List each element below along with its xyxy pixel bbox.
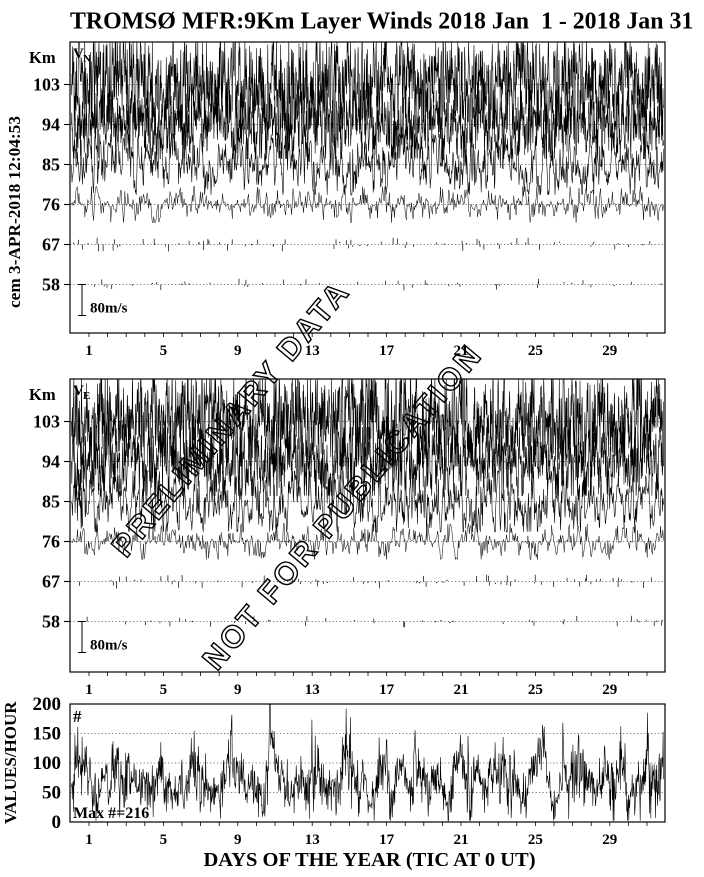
svg-text:Max #=216: Max #=216 bbox=[73, 805, 149, 822]
svg-text:94: 94 bbox=[42, 115, 60, 135]
svg-text:29: 29 bbox=[602, 343, 617, 359]
svg-text:21: 21 bbox=[454, 832, 469, 848]
svg-text:103: 103 bbox=[33, 75, 60, 95]
svg-text:85: 85 bbox=[42, 155, 60, 175]
svg-text:DAYS OF THE YEAR (TIC AT 0 UT): DAYS OF THE YEAR (TIC AT 0 UT) bbox=[203, 849, 535, 871]
svg-text:TROMSØ MFR:9Km Layer Winds 201: TROMSØ MFR:9Km Layer Winds 2018 Jan 1 - … bbox=[70, 9, 693, 35]
svg-text:25: 25 bbox=[528, 832, 543, 848]
svg-text:76: 76 bbox=[42, 532, 60, 552]
svg-text:80m/s: 80m/s bbox=[90, 301, 128, 317]
svg-text:58: 58 bbox=[42, 612, 60, 632]
svg-text:9: 9 bbox=[234, 343, 242, 359]
svg-text:25: 25 bbox=[528, 682, 543, 698]
svg-text:200: 200 bbox=[33, 694, 62, 715]
svg-text:5: 5 bbox=[160, 343, 168, 359]
svg-text:0: 0 bbox=[52, 812, 62, 833]
svg-text:29: 29 bbox=[602, 682, 617, 698]
svg-text:#: # bbox=[73, 707, 82, 726]
svg-text:1: 1 bbox=[85, 682, 93, 698]
svg-text:1: 1 bbox=[85, 343, 93, 359]
svg-text:9: 9 bbox=[234, 832, 242, 848]
svg-text:76: 76 bbox=[42, 195, 60, 215]
svg-text:67: 67 bbox=[42, 235, 60, 255]
svg-text:9: 9 bbox=[234, 682, 242, 698]
svg-text:100: 100 bbox=[33, 753, 62, 774]
svg-text:67: 67 bbox=[42, 572, 60, 592]
svg-text:5: 5 bbox=[160, 682, 168, 698]
svg-text:29: 29 bbox=[602, 832, 617, 848]
svg-text:cem 3-APR-2018 12:04:53: cem 3-APR-2018 12:04:53 bbox=[5, 116, 24, 308]
svg-text:58: 58 bbox=[42, 275, 60, 295]
svg-text:13: 13 bbox=[305, 343, 320, 359]
svg-text:50: 50 bbox=[42, 783, 61, 804]
svg-text:103: 103 bbox=[33, 412, 60, 432]
svg-text:17: 17 bbox=[379, 682, 395, 698]
svg-text:25: 25 bbox=[528, 343, 543, 359]
svg-text:VALUES/HOUR: VALUES/HOUR bbox=[1, 701, 20, 824]
svg-text:21: 21 bbox=[454, 343, 469, 359]
svg-text:94: 94 bbox=[42, 452, 60, 472]
svg-text:Km: Km bbox=[29, 385, 56, 404]
svg-text:150: 150 bbox=[33, 724, 62, 745]
svg-text:80m/s: 80m/s bbox=[90, 638, 128, 654]
svg-text:17: 17 bbox=[379, 832, 395, 848]
svg-text:21: 21 bbox=[454, 682, 469, 698]
svg-text:1: 1 bbox=[85, 832, 93, 848]
svg-text:Km: Km bbox=[29, 48, 56, 67]
svg-text:13: 13 bbox=[305, 682, 320, 698]
svg-text:17: 17 bbox=[379, 343, 395, 359]
svg-text:5: 5 bbox=[160, 832, 168, 848]
svg-text:85: 85 bbox=[42, 492, 60, 512]
svg-text:13: 13 bbox=[305, 832, 320, 848]
